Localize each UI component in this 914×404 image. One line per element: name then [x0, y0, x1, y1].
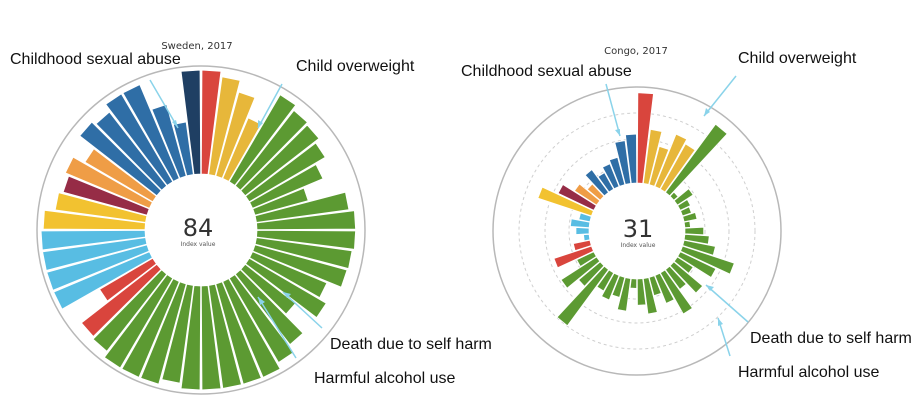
sweden-chart: 84 Index value Sweden, 2017 Childhood se…	[10, 41, 492, 395]
congo-callout-selfharm: Death due to self harm	[750, 330, 912, 347]
congo-pointer-selfharm-head	[706, 285, 714, 291]
congo-bar-12	[684, 226, 705, 236]
congo-pointer-alcohol-head	[718, 318, 723, 326]
sweden-callout-overweight: Child overweight	[296, 58, 415, 75]
congo-callout-csa: Childhood sexual abuse	[461, 63, 632, 80]
sweden-pointer-selfharm	[282, 291, 323, 329]
sweden-pointer-alcohol	[257, 296, 297, 359]
sweden-pointer-overweight-head	[258, 120, 263, 128]
sweden-center-disc	[145, 174, 257, 286]
sweden-index-value: 84	[183, 214, 214, 242]
congo-bar-36	[583, 233, 591, 242]
congo-index-label: Index value	[621, 242, 656, 249]
congo-bar-37	[575, 227, 590, 235]
congo-bar-25	[629, 278, 638, 289]
sweden-pointer-csa	[149, 79, 179, 129]
congo-index-value: 31	[623, 215, 654, 243]
sweden-outer-ring	[36, 65, 366, 395]
congo-pointer-overweight	[703, 75, 737, 117]
congo-bar-11	[683, 220, 691, 229]
congo-chart: 31 Index value Congo, 2017 Childhood sex…	[461, 46, 912, 381]
congo-grid-ring-1	[518, 112, 756, 350]
congo-grid-ring-3	[568, 162, 706, 300]
congo-title: Congo, 2017	[604, 46, 668, 57]
sweden-callout-csa: Childhood sexual abuse	[10, 51, 181, 68]
congo-pointer-overweight-head	[704, 108, 710, 116]
congo-callout-overweight: Child overweight	[738, 50, 857, 67]
sweden-pointer-overweight	[257, 83, 283, 129]
sweden-callout-alcohol: Harmful alcohol use	[314, 370, 456, 387]
sweden-callout-selfharm: Death due to self harm	[330, 336, 492, 353]
congo-grid-ring-2	[544, 138, 730, 324]
congo-pointer-csa-head	[615, 129, 620, 136]
congo-pointer-csa	[605, 83, 621, 137]
sweden-pointer-selfharm-head	[283, 292, 291, 298]
congo-callout-alcohol: Harmful alcohol use	[738, 364, 880, 381]
sweden-index-label: Index value	[181, 241, 216, 248]
sweden-title: Sweden, 2017	[161, 41, 232, 52]
sweden-pointer-csa-head	[172, 120, 178, 128]
congo-center-disc	[589, 183, 685, 279]
sweden-bars	[40, 69, 357, 391]
sweden-pointer-alcohol-head	[258, 297, 265, 305]
congo-pointer-selfharm	[705, 284, 749, 323]
congo-bars	[537, 92, 735, 327]
congo-outer-ring	[492, 86, 782, 376]
